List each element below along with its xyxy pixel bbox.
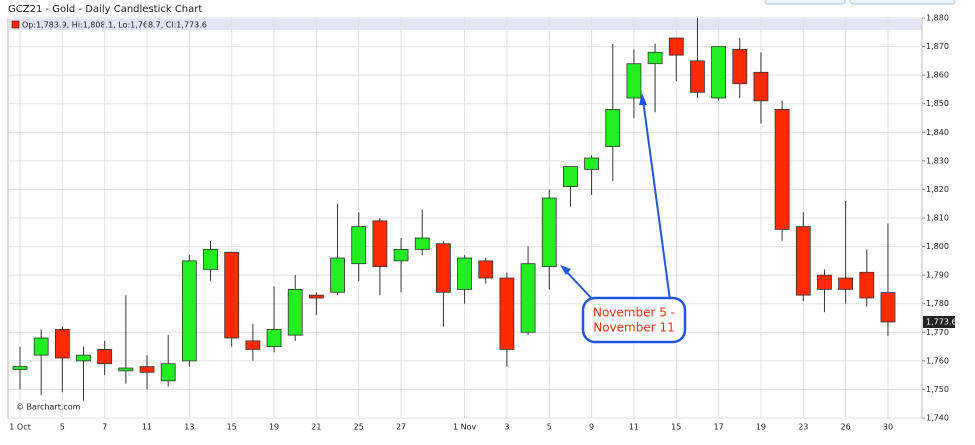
y-tick-label: 1,820	[926, 185, 949, 194]
x-tick-label: 23	[798, 423, 808, 432]
candle-body	[33, 337, 49, 356]
candle-body	[668, 37, 684, 56]
x-tick-label: 21	[311, 423, 321, 432]
candle-body	[795, 226, 811, 296]
candle-body	[76, 354, 91, 362]
source: © Barchart.com	[16, 403, 81, 412]
header-text: Op:1,783.9, Hi:1,808.1, Lo:1,768.7, Cl:1…	[22, 21, 207, 30]
y-tick-label: 1,860	[926, 71, 949, 80]
last-price-label: 1,773.6	[926, 318, 957, 327]
annotation-line: November 5 -	[593, 306, 675, 320]
header-swatch	[11, 20, 20, 29]
candle-body	[97, 349, 113, 365]
candle-body	[393, 249, 409, 262]
candle-body	[372, 220, 388, 267]
x-tick-label: 11	[142, 423, 152, 432]
y-tick-label: 1,830	[926, 156, 949, 165]
candle-body	[605, 109, 621, 147]
last-price-box	[923, 316, 955, 328]
y-tick-label: 1,760	[926, 356, 949, 365]
x-tick-label: 19	[756, 423, 766, 432]
candle-body	[330, 257, 345, 293]
candle-body	[626, 63, 642, 99]
candle-body	[478, 260, 494, 279]
x-tick-label: 15	[671, 423, 681, 432]
candle-body	[817, 274, 832, 290]
arrowhead	[639, 93, 647, 105]
candle-body	[160, 363, 176, 382]
x-tick-label: 27	[396, 423, 406, 432]
candles	[12, 18, 896, 401]
candle-body	[308, 294, 324, 299]
candle-body	[880, 292, 896, 323]
candle-body	[12, 366, 28, 370]
candle-body	[245, 340, 261, 350]
x-tick-label: 1 Oct	[9, 423, 30, 432]
candle-body	[224, 251, 240, 339]
candle-body	[351, 226, 367, 265]
candle-body	[838, 277, 854, 290]
chart-title: GCZ21 - Gold - Daily Candlestick Chart	[8, 4, 202, 15]
y-tick-label: 1,810	[926, 214, 949, 223]
y-tick-label: 1,840	[926, 128, 949, 137]
candle-body	[541, 197, 557, 267]
y-tick-label: 1,800	[926, 242, 949, 251]
candle-body	[774, 109, 790, 230]
candle-body	[414, 237, 430, 250]
x-tick-label: 5	[547, 423, 552, 432]
y-tick-label: 1,870	[926, 42, 949, 51]
y-tick-label: 1,740	[926, 414, 949, 423]
arrowhead	[560, 265, 571, 275]
candle-body	[287, 289, 303, 336]
y-tick-label: 1,780	[926, 299, 949, 308]
x-tick-label: 30	[883, 423, 893, 432]
candle-body	[859, 271, 875, 299]
x-tick-label: 17	[714, 423, 724, 432]
toolbar-button[interactable]	[764, 0, 846, 5]
candle-body	[139, 366, 155, 373]
candle-body	[435, 243, 451, 293]
y-tick-label: 1,880	[926, 14, 949, 23]
y-tick-label: 1,750	[926, 385, 949, 394]
y-tick-label: 1,790	[926, 271, 949, 280]
x-tick-label: 3	[504, 423, 509, 432]
x-tick-label: 11	[629, 423, 639, 432]
candle-body	[203, 249, 218, 270]
x-tick-label: 26	[841, 423, 851, 432]
x-tick-label: 1 Nov	[453, 423, 477, 432]
y-tick-label: 1,770	[926, 328, 949, 337]
candle-body	[753, 71, 769, 102]
annotation-arrow	[564, 269, 594, 301]
x-tick-label: 15	[227, 423, 237, 432]
candle-body	[690, 60, 705, 93]
candle-body	[118, 367, 134, 372]
candle-body	[584, 157, 599, 170]
candle-body	[563, 166, 578, 187]
candle-body	[181, 260, 197, 362]
x-tick-label: 19	[269, 423, 279, 432]
x-tick-label: 5	[60, 423, 65, 432]
toolbar-button[interactable]	[849, 0, 956, 5]
y-tick-label: 1,850	[926, 99, 949, 108]
x-tick-label: 9	[589, 423, 594, 432]
annotation-arrow	[642, 99, 671, 301]
x-tick-label: 7	[102, 423, 107, 432]
x-tick-label: 13	[184, 423, 194, 432]
annotation-line: November 11	[593, 321, 675, 335]
x-tick-label: 25	[354, 423, 364, 432]
candle-body	[732, 49, 748, 85]
candle-body	[457, 257, 472, 290]
candle-body	[647, 51, 663, 65]
annotation: November 5 - November 11	[560, 93, 687, 344]
candle-body	[54, 329, 70, 359]
annotation-box	[581, 296, 687, 344]
candle-body	[711, 46, 727, 99]
candle-body	[520, 263, 536, 333]
grid	[8, 17, 922, 419]
candle-body	[266, 329, 282, 347]
candle-body	[499, 277, 515, 350]
